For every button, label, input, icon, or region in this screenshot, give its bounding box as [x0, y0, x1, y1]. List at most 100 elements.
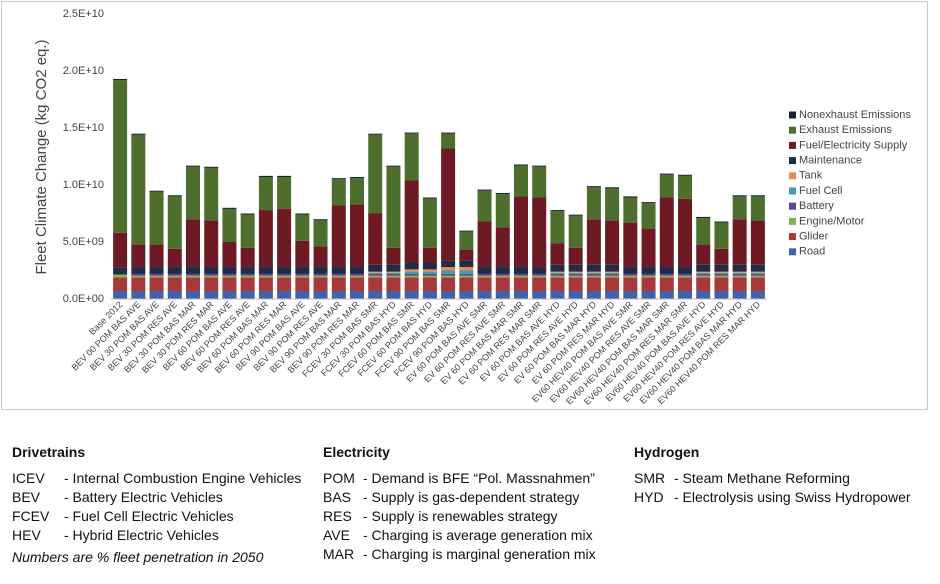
- bar-segment: [459, 291, 474, 299]
- bar-segment: [532, 277, 547, 292]
- bar-segment: [167, 291, 182, 299]
- bar-segment: [167, 248, 182, 268]
- bar-segment: [532, 273, 547, 276]
- bar-segment: [222, 273, 237, 276]
- bar-segment: [568, 275, 583, 278]
- bar-segment: [167, 273, 182, 276]
- bar-segment: [131, 267, 146, 274]
- description: - Steam Methane Reforming: [674, 470, 850, 486]
- bar-segment: [258, 291, 273, 299]
- bar-segment: [477, 275, 492, 278]
- bar-segment: [404, 275, 419, 278]
- bar-segment: [714, 277, 729, 292]
- bar-segment: [586, 275, 601, 278]
- bar-segment: [295, 267, 310, 274]
- bar-segment: [678, 275, 692, 278]
- notes-drivetrains: Drivetrains ICEV - Internal Combustion Eng…: [12, 444, 301, 565]
- bar-segment: [514, 267, 528, 274]
- bar-segment: [277, 277, 292, 292]
- bar-segment: [641, 275, 656, 278]
- bar-segment: [659, 174, 674, 198]
- abbreviation: AVE: [323, 527, 350, 543]
- notes-row: MAR - Charging is marginal generation mix: [323, 546, 596, 565]
- bar-segment: [750, 195, 765, 197]
- bar-segment: [696, 264, 711, 272]
- bar-segment: [368, 271, 383, 273]
- bar-segment: [714, 264, 729, 272]
- bar-segment: [404, 133, 419, 181]
- bar-segment: [131, 275, 146, 278]
- y-tick-label: 1.0E+10: [63, 179, 104, 191]
- bar-segment: [532, 166, 547, 198]
- bar-segment: [459, 273, 474, 276]
- bar-segment: [441, 291, 456, 299]
- description: - Supply is renewables strategy: [363, 508, 558, 524]
- bar-segment: [404, 269, 419, 272]
- bar-segment: [313, 219, 328, 221]
- bar-segment: [605, 277, 620, 292]
- bar-segment: [222, 291, 237, 299]
- bar-segment: [477, 221, 492, 268]
- bar-segment: [368, 291, 383, 299]
- bar-segment: [113, 80, 128, 233]
- bar-segment: [550, 271, 565, 273]
- bar-segment: [222, 267, 237, 274]
- bar-segment: [204, 291, 219, 299]
- bar-segment: [659, 273, 674, 276]
- bar-segment: [113, 291, 128, 299]
- bar-segment: [386, 273, 401, 276]
- legend-label: Maintenance: [799, 155, 862, 167]
- bar-segment: [696, 271, 711, 273]
- legend-label: Battery: [799, 200, 834, 212]
- bar-segment: [313, 220, 328, 247]
- bar-segment: [277, 175, 292, 178]
- description: - Charging is marginal generation mix: [363, 546, 596, 562]
- bar-segment: [732, 275, 747, 278]
- bar-segment: [532, 275, 547, 278]
- bar-segment: [568, 273, 583, 276]
- bar-segment: [222, 242, 237, 268]
- bar-segment: [732, 196, 747, 220]
- bar-segment: [149, 275, 164, 278]
- bar-segment: [532, 165, 547, 167]
- legend-swatch: [789, 248, 796, 256]
- legend-swatch: [789, 141, 796, 149]
- bar-segment: [514, 291, 528, 299]
- bar-segment: [386, 247, 401, 265]
- bar-segment: [295, 275, 310, 278]
- bar-segment: [368, 133, 383, 135]
- bar-segment: [113, 267, 128, 275]
- bar-segment: [258, 273, 273, 276]
- legend-label: Nonexhaust Emissions: [799, 109, 911, 121]
- bar-segment: [350, 178, 364, 205]
- bar-segment: [550, 211, 565, 244]
- bar-segment: [313, 275, 328, 278]
- bar-segment: [696, 218, 711, 245]
- abbreviation: BAS: [323, 489, 352, 505]
- abbreviation: MAR: [323, 546, 355, 562]
- bar-segment: [568, 277, 583, 292]
- notes-row: BEV - Battery Electric Vehicles: [12, 489, 301, 508]
- y-tick-label: 2.0E+10: [63, 65, 104, 77]
- bar-segment: [204, 166, 219, 168]
- bar-segment: [659, 277, 674, 292]
- bar-segment: [641, 267, 656, 274]
- bar-segment: [186, 219, 200, 268]
- bar-segment: [550, 243, 565, 265]
- bar-segment: [313, 291, 328, 299]
- bar-segment: [331, 273, 346, 276]
- bar-segment: [514, 273, 528, 276]
- bar-segment: [204, 275, 219, 278]
- description: - Fuel Cell Electric Vehicles: [64, 508, 234, 524]
- y-tick-label: 5.0E+09: [63, 236, 104, 248]
- bar-segment: [623, 267, 638, 274]
- bar-segment: [258, 210, 273, 268]
- bar-segment: [149, 191, 164, 245]
- bar-segment: [350, 273, 364, 276]
- legend-label: Road: [799, 246, 825, 258]
- bar-segment: [586, 277, 601, 292]
- abbreviation: ICEV: [12, 470, 45, 486]
- bar-segment: [368, 134, 383, 214]
- bar-segment: [386, 166, 401, 248]
- legend-label: Fuel/Electricity Supply: [799, 139, 908, 151]
